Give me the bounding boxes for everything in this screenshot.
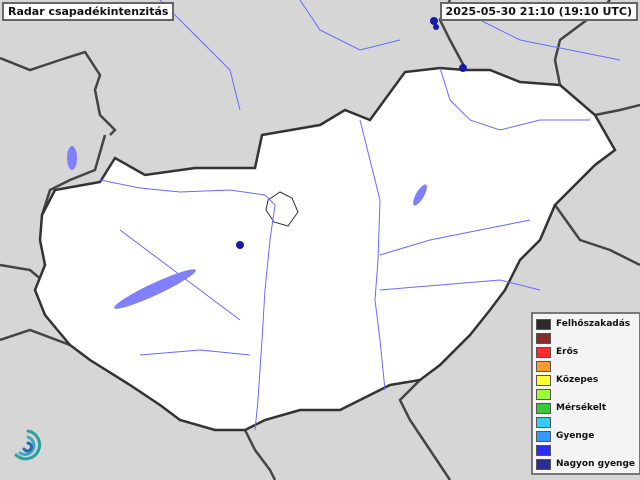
radar-echoes (236, 17, 467, 249)
legend-label: Gyenge (556, 431, 595, 441)
lake-ferto (67, 146, 77, 170)
legend-swatch (536, 416, 551, 428)
legend-item (536, 331, 636, 345)
legend-swatch (536, 346, 551, 358)
legend-swatch (536, 388, 551, 400)
legend-label: Nagyon gyenge (556, 459, 636, 469)
radar-echo (236, 241, 244, 249)
radar-echo (433, 24, 439, 30)
legend-swatch (536, 360, 551, 372)
legend-item (536, 443, 636, 457)
legend-label: Felhőszakadás (556, 319, 631, 329)
legend-item: Gyenge (536, 429, 636, 443)
hungary-territory (33, 66, 617, 432)
legend-label: Közepes (556, 375, 599, 385)
legend-item (536, 415, 636, 429)
legend-swatch (536, 402, 551, 414)
legend-swatch (536, 444, 551, 456)
radar-echo (430, 17, 438, 25)
legend-item: Mérsékelt (536, 401, 636, 415)
legend-label: Mérsékelt (556, 403, 607, 413)
legend-swatch (536, 374, 551, 386)
legend-item (536, 387, 636, 401)
legend-swatch (536, 318, 551, 330)
legend-item (536, 359, 636, 373)
omsz-swirl-logo-icon (14, 429, 42, 461)
lake-balaton (114, 269, 196, 309)
legend: Felhőszakadás Erős Közepes Mérsékelt Gyenge N… (531, 312, 640, 475)
legend-item: Felhőszakadás (536, 317, 636, 331)
timestamp: 2025-05-30 21:10 (19:10 UTC) (439, 2, 638, 21)
radar-echo (459, 64, 467, 72)
legend-item: Nagyon gyenge (536, 457, 636, 471)
legend-item: Közepes (536, 373, 636, 387)
legend-swatch (536, 458, 551, 470)
legend-swatch (536, 430, 551, 442)
budapest-outline (265, 191, 299, 227)
legend-swatch (536, 332, 551, 344)
legend-label: Erős (556, 347, 579, 357)
legend-item: Erős (536, 345, 636, 359)
lake-tisza (413, 184, 427, 206)
map-title: Radar csapadékintenzitás (2, 2, 175, 21)
